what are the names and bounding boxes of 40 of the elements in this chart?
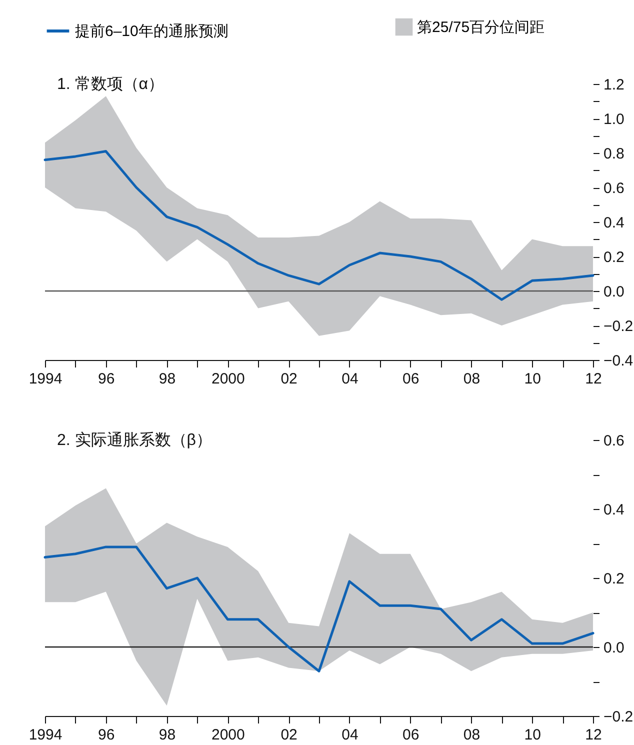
- chart-title: 1. 常数项（α）: [57, 75, 164, 93]
- x-tick-label: 06: [402, 726, 420, 744]
- y-tick-label: 0.6: [604, 432, 624, 450]
- x-tick-label: 08: [463, 726, 480, 744]
- x-tick-label: 2000: [211, 726, 245, 744]
- x-tick-label: 10: [524, 370, 541, 388]
- y-tick-label: −0.2: [604, 708, 634, 726]
- x-tick-label: 1994: [28, 370, 62, 388]
- y-tick-label: 0.4: [604, 502, 624, 518]
- y-tick-label: 0.6: [604, 180, 624, 197]
- x-tick-label: 04: [342, 726, 358, 744]
- x-tick-label: 04: [342, 370, 358, 388]
- x-tick-label: 06: [402, 370, 420, 388]
- y-tick-label: 1.0: [604, 111, 624, 128]
- y-tick-label: 0.0: [604, 284, 624, 300]
- legend-label: 提前6–10年的通胀预测: [75, 23, 228, 40]
- x-tick-label: 08: [463, 370, 480, 388]
- x-tick-label: 1994: [28, 726, 62, 744]
- y-tick-label: 0.8: [604, 146, 624, 162]
- y-tick-label: 0.0: [604, 640, 624, 656]
- x-tick-label: 12: [585, 370, 602, 388]
- x-tick-label: 02: [280, 370, 298, 388]
- x-tick-label: 98: [158, 370, 176, 388]
- x-tick-label: 02: [280, 726, 298, 744]
- x-tick-label: 96: [98, 370, 115, 388]
- y-tick-label: −0.2: [604, 318, 634, 335]
- y-tick-label: 0.2: [604, 570, 624, 588]
- y-tick-label: 1.2: [604, 76, 624, 94]
- x-tick-label: 10: [524, 726, 541, 744]
- x-tick-label: 2000: [211, 370, 245, 388]
- x-tick-label: 12: [585, 726, 602, 744]
- y-tick-label: −0.4: [604, 352, 634, 370]
- text: 第25/75百分位间距: [417, 19, 545, 36]
- x-tick-label: 98: [158, 726, 176, 744]
- chart-title: 2. 实际通胀系数（β）: [57, 431, 212, 449]
- x-tick-label: 96: [98, 726, 115, 744]
- line-series: [44, 546, 594, 672]
- y-tick-label: 0.2: [604, 249, 624, 266]
- y-tick-label: 0.4: [604, 214, 624, 232]
- line-series: [44, 150, 594, 301]
